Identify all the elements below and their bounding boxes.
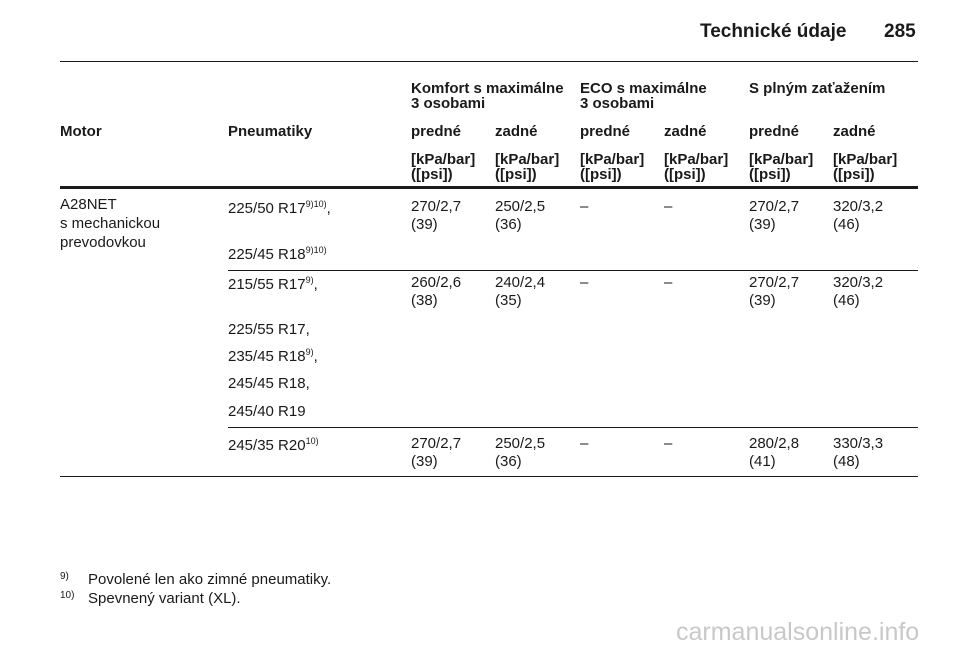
column-header: zadné xyxy=(664,123,707,140)
punctuation: , xyxy=(326,200,331,217)
page-title: Technické údaje xyxy=(700,21,847,42)
motor: prevodovkou xyxy=(60,234,146,251)
tyre-size: 225/50 R17 xyxy=(228,200,306,217)
group-header: ECO s maximálne xyxy=(580,80,707,97)
pressure: 260/2,6 xyxy=(411,274,462,291)
footnote-text: Spevnený variant (XL). xyxy=(88,590,241,607)
tyre-size: 225/55 R17, xyxy=(228,321,310,339)
footnote-ref: 9) xyxy=(305,347,314,357)
tyre-size: 225/45 R189)10) xyxy=(228,246,327,264)
column-header: predné xyxy=(580,123,631,140)
pressure: (36) xyxy=(495,453,522,470)
pressure: – xyxy=(580,435,589,452)
pressure: 270/2,7 xyxy=(411,435,462,452)
pressure: (39) xyxy=(411,453,438,470)
rule xyxy=(60,61,918,62)
watermark: carmanualsonline.info xyxy=(676,618,920,646)
pressure: (41) xyxy=(749,453,776,470)
footnote-mark: 10) xyxy=(60,590,75,601)
tyre-size: 245/40 R19 xyxy=(228,403,306,421)
unit-header: [kPa/bar] xyxy=(749,151,814,168)
pressure: 270/2,7 xyxy=(411,198,462,215)
tyre-size: 235/45 R189), xyxy=(228,348,318,366)
pressure: 250/2,5 xyxy=(495,435,546,452)
unit-header: ([psi]) xyxy=(495,166,537,183)
rule xyxy=(60,186,918,189)
column-header: Motor xyxy=(60,123,102,140)
pressure: 270/2,7 xyxy=(749,198,800,215)
tyre-size: 225/55 R17, xyxy=(228,321,310,338)
column-header: zadné xyxy=(495,123,538,140)
group-header: 3 osobami xyxy=(411,95,486,112)
pressure: 280/2,8 xyxy=(749,435,800,452)
unit-header: ([psi]) xyxy=(749,166,791,183)
footnote-ref: 10) xyxy=(305,436,319,446)
tyre-size: 245/35 R2010) xyxy=(228,437,319,455)
group-header: 3 osobami xyxy=(580,95,655,112)
pressure: (39) xyxy=(749,216,776,233)
pressure: – xyxy=(664,274,673,291)
footnote-text: Povolené len ako zimné pneumatiky. xyxy=(88,571,332,588)
motor: s mechanickou xyxy=(60,215,161,232)
pressure: (46) xyxy=(833,216,860,233)
pressure: (36) xyxy=(495,216,522,233)
rule xyxy=(60,476,918,477)
pressure: (38) xyxy=(411,292,438,309)
tyre-size: 245/35 R20 xyxy=(228,437,306,454)
tyre-size: 215/55 R179), xyxy=(228,276,318,294)
pressure: (46) xyxy=(833,292,860,309)
unit-header: [kPa/bar] xyxy=(411,151,476,168)
footnote-ref: 9) xyxy=(305,275,314,285)
tyre-size: 245/45 R18, xyxy=(228,375,310,393)
unit-header: ([psi]) xyxy=(833,166,875,183)
footnote-mark: 9) xyxy=(60,571,69,582)
group-header: Komfort s maximálne xyxy=(411,80,564,97)
tyre-size: 245/45 R18, xyxy=(228,375,310,392)
page-number: 285 xyxy=(884,21,916,42)
pressure: 240/2,4 xyxy=(495,274,546,291)
pressure: – xyxy=(664,198,673,215)
unit-header: [kPa/bar] xyxy=(580,151,645,168)
punctuation: , xyxy=(313,276,318,293)
motor: A28NET xyxy=(60,196,117,213)
pressure: – xyxy=(664,435,673,452)
unit-header: ([psi]) xyxy=(411,166,453,183)
pressure: – xyxy=(580,198,589,215)
pressure: 330/3,3 xyxy=(833,435,884,452)
unit-header: ([psi]) xyxy=(664,166,706,183)
rule xyxy=(228,427,918,428)
column-header: zadné xyxy=(833,123,876,140)
footnote-ref: 9)10) xyxy=(305,199,327,209)
rule xyxy=(228,270,918,271)
footnote-ref: 9)10) xyxy=(305,245,327,255)
pressure: (48) xyxy=(833,453,860,470)
tyre-size: 245/40 R19 xyxy=(228,403,306,420)
column-header: predné xyxy=(411,123,462,140)
unit-header: ([psi]) xyxy=(580,166,622,183)
pressure: (39) xyxy=(411,216,438,233)
column-header: predné xyxy=(749,123,800,140)
pressure: (35) xyxy=(495,292,522,309)
tyre-size: 225/45 R18 xyxy=(228,246,306,263)
tyre-size: 215/55 R17 xyxy=(228,276,306,293)
unit-header: [kPa/bar] xyxy=(664,151,729,168)
unit-header: [kPa/bar] xyxy=(833,151,898,168)
pressure: 320/3,2 xyxy=(833,274,884,291)
pressure: – xyxy=(580,274,589,291)
unit-header: [kPa/bar] xyxy=(495,151,560,168)
tyre-size: 225/50 R179)10), xyxy=(228,200,331,218)
punctuation: , xyxy=(313,348,318,365)
pressure: 270/2,7 xyxy=(749,274,800,291)
pressure: (39) xyxy=(749,292,776,309)
pressure: 250/2,5 xyxy=(495,198,546,215)
tyre-size: 235/45 R18 xyxy=(228,348,306,365)
column-header: Pneumatiky xyxy=(228,123,313,140)
group-header: S plným zaťažením xyxy=(749,80,886,97)
pressure: 320/3,2 xyxy=(833,198,884,215)
